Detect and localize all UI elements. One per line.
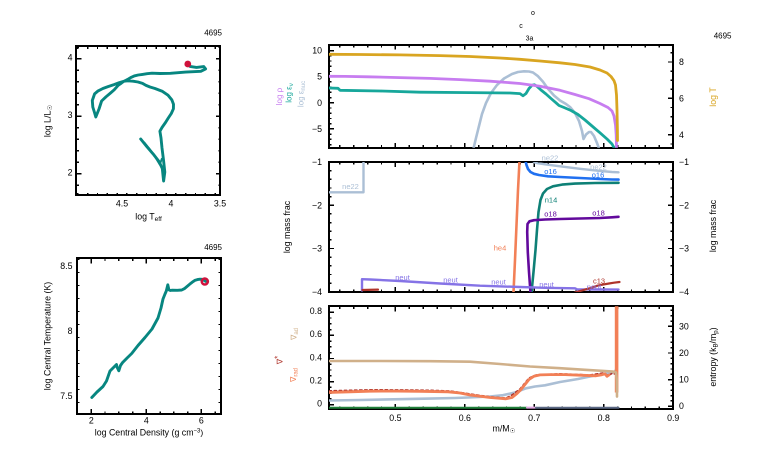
svg-text:8: 8: [679, 57, 684, 67]
svg-text:0.6: 0.6: [310, 329, 322, 339]
svg-text:neut: neut: [539, 280, 555, 289]
svg-text:c13: c13: [593, 276, 605, 285]
svg-text:0.5: 0.5: [389, 413, 401, 423]
svg-text:0.2: 0.2: [310, 375, 322, 385]
svg-text:8.5: 8.5: [60, 261, 72, 271]
svg-text:neut: neut: [443, 276, 459, 285]
svg-text:he4: he4: [494, 244, 507, 253]
svg-text:log Teff: log Teff: [135, 212, 162, 224]
svg-text:3.5: 3.5: [214, 199, 226, 209]
svg-text:0: 0: [317, 399, 322, 409]
svg-text:0: 0: [679, 401, 684, 411]
svg-text:n14: n14: [545, 195, 558, 204]
svg-text:0.7: 0.7: [528, 413, 540, 423]
svg-text:30: 30: [679, 321, 689, 331]
svg-text:0: 0: [317, 98, 322, 108]
svg-text:3: 3: [68, 110, 73, 120]
svg-text:−4: −4: [679, 287, 689, 297]
svg-text:4: 4: [144, 416, 149, 426]
svg-text:o16: o16: [592, 171, 605, 180]
svg-text:7.5: 7.5: [60, 391, 72, 401]
svg-text:−1: −1: [679, 157, 689, 167]
svg-text:3a: 3a: [526, 36, 534, 43]
svg-text:log ρ: log ρ: [275, 87, 284, 105]
svg-text:4: 4: [68, 52, 73, 62]
svg-text:−5: −5: [312, 124, 322, 134]
svg-text:o16: o16: [544, 167, 557, 176]
svg-text:20: 20: [679, 348, 689, 358]
svg-text:log T: log T: [708, 87, 718, 107]
svg-text:ne22: ne22: [342, 182, 359, 191]
svg-text:c: c: [519, 23, 523, 30]
svg-text:0.6: 0.6: [459, 413, 471, 423]
svg-text:−2: −2: [312, 200, 322, 210]
svg-text:6: 6: [199, 416, 204, 426]
svg-text:log Central Density (g cm−3): log Central Density (g cm−3): [95, 428, 204, 438]
svg-text:4695: 4695: [204, 29, 222, 38]
svg-text:4.5: 4.5: [116, 199, 128, 209]
svg-text:4695: 4695: [204, 243, 222, 252]
svg-text:4695: 4695: [714, 31, 732, 40]
svg-text:4: 4: [679, 130, 684, 140]
svg-text:log εnuc: log εnuc: [297, 81, 308, 107]
svg-text:−4: −4: [312, 287, 322, 297]
svg-text:log L/L☉: log L/L☉: [43, 105, 55, 137]
svg-text:∇*: ∇*: [274, 356, 285, 365]
svg-text:ne22: ne22: [590, 163, 607, 172]
svg-text:log Central Temperature (K): log Central Temperature (K): [43, 282, 53, 390]
svg-text:10: 10: [679, 375, 689, 385]
svg-text:−2: −2: [679, 200, 689, 210]
svg-text:∇rad: ∇rad: [289, 368, 300, 383]
svg-text:−1: −1: [312, 157, 322, 167]
svg-text:−3: −3: [679, 244, 689, 254]
svg-text:2: 2: [89, 416, 94, 426]
svg-text:4: 4: [169, 199, 174, 209]
svg-text:neut: neut: [491, 278, 507, 287]
svg-text:0.9: 0.9: [667, 413, 679, 423]
svg-text:0.8: 0.8: [598, 413, 610, 423]
svg-text:∇ad: ∇ad: [290, 328, 301, 341]
svg-text:entropy (kB/mp): entropy (kB/mp): [708, 327, 720, 386]
svg-text:10: 10: [312, 46, 322, 56]
svg-text:log mass frac: log mass frac: [708, 199, 718, 252]
svg-text:log εν: log εν: [285, 83, 296, 102]
svg-text:0.4: 0.4: [310, 352, 322, 362]
svg-text:8: 8: [68, 326, 73, 336]
svg-text:m/M☉: m/M☉: [493, 424, 516, 436]
svg-text:2: 2: [68, 167, 73, 177]
svg-text:0.8: 0.8: [310, 306, 322, 316]
svg-text:5: 5: [317, 72, 322, 82]
svg-text:log mass frac: log mass frac: [282, 200, 292, 253]
svg-text:o: o: [531, 10, 535, 17]
svg-text:neut: neut: [587, 283, 603, 292]
svg-text:6: 6: [679, 93, 684, 103]
svg-text:ne22: ne22: [542, 153, 559, 162]
svg-text:o18: o18: [592, 208, 605, 217]
svg-text:neut: neut: [395, 273, 411, 282]
svg-text:−3: −3: [312, 244, 322, 254]
svg-text:o18: o18: [544, 210, 557, 219]
